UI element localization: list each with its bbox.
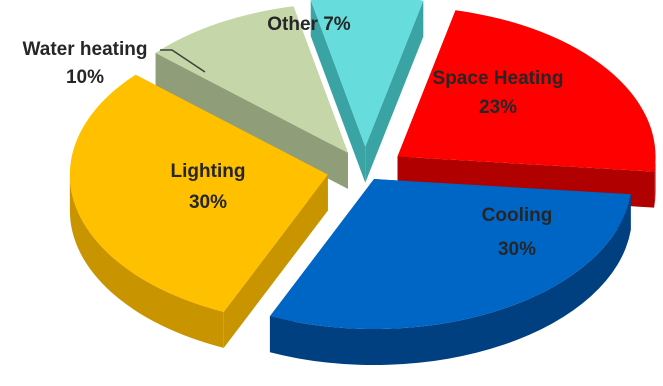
slice-water-heating [155, 6, 348, 153]
slice-other [310, 0, 424, 147]
slice-lighting [69, 74, 328, 312]
slice-other-wall-start [310, 0, 366, 183]
label-lighting: Lighting [171, 161, 246, 182]
label-cooling-percent: 30% [498, 239, 536, 260]
label-cooling: Cooling [482, 205, 553, 226]
leader-line-water-heating [160, 49, 206, 73]
slice-space-heating-side [654, 156, 656, 208]
slice-lighting-side [69, 174, 224, 348]
slice-other-wall-end [365, 0, 424, 183]
leader-lines [160, 49, 206, 73]
slice-space-heating [397, 10, 656, 172]
label-lighting-percent: 30% [189, 192, 227, 213]
slice-cooling-side [269, 194, 631, 366]
label-water-heating-percent: 10% [66, 67, 104, 88]
label-water-heating: Water heating [23, 39, 148, 60]
slice-water-heating-wall-start [155, 52, 348, 189]
slice-cooling [269, 179, 631, 330]
slice-lighting-wall-start [223, 174, 328, 348]
slice-tops [69, 0, 656, 330]
label-other-7: Other 7% [267, 14, 351, 35]
slice-labels: Space Heating 23% Cooling 30% Lighting 30% Wat… [23, 14, 564, 260]
label-space-heating: Space Heating [433, 68, 564, 89]
label-space-heating-percent: 23% [479, 97, 517, 118]
